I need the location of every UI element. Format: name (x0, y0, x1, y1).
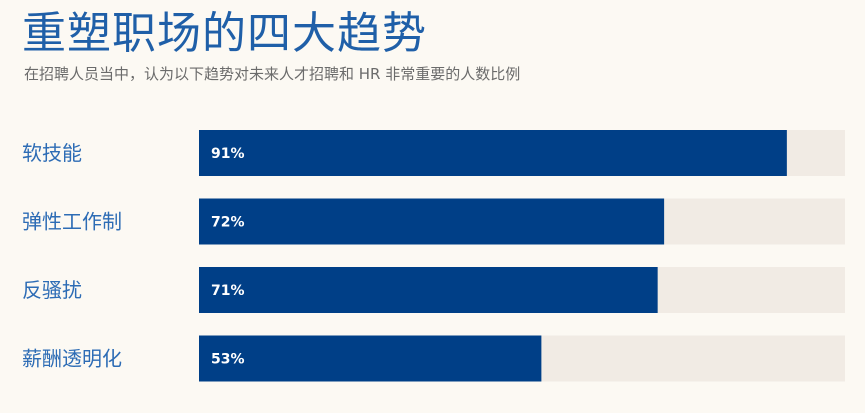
bar-row: 软技能 91% (22, 130, 845, 176)
bar (199, 335, 542, 382)
data-label: 91% (211, 146, 245, 162)
data-label: 53% (211, 352, 245, 368)
bar-row: 薪酬透明化 53% (22, 335, 845, 382)
bar-row: 反骚扰 71% (22, 267, 845, 313)
data-label: 71% (211, 283, 245, 299)
data-label: 72% (211, 215, 245, 231)
bar (199, 267, 658, 313)
bar-row: 弹性工作制 72% (22, 198, 845, 245)
chart-subtitle: 在招聘人员当中，认为以下趋势对未来人才招聘和 HR 非常重要的人数比例 (24, 65, 521, 83)
category-label: 弹性工作制 (22, 210, 122, 234)
category-label: 软技能 (22, 141, 82, 165)
bar (199, 198, 665, 245)
category-label: 反骚扰 (22, 278, 82, 302)
bar (199, 130, 787, 176)
chart-title: 重塑职场的四大趋势 (22, 8, 427, 59)
category-label: 薪酬透明化 (22, 347, 122, 371)
